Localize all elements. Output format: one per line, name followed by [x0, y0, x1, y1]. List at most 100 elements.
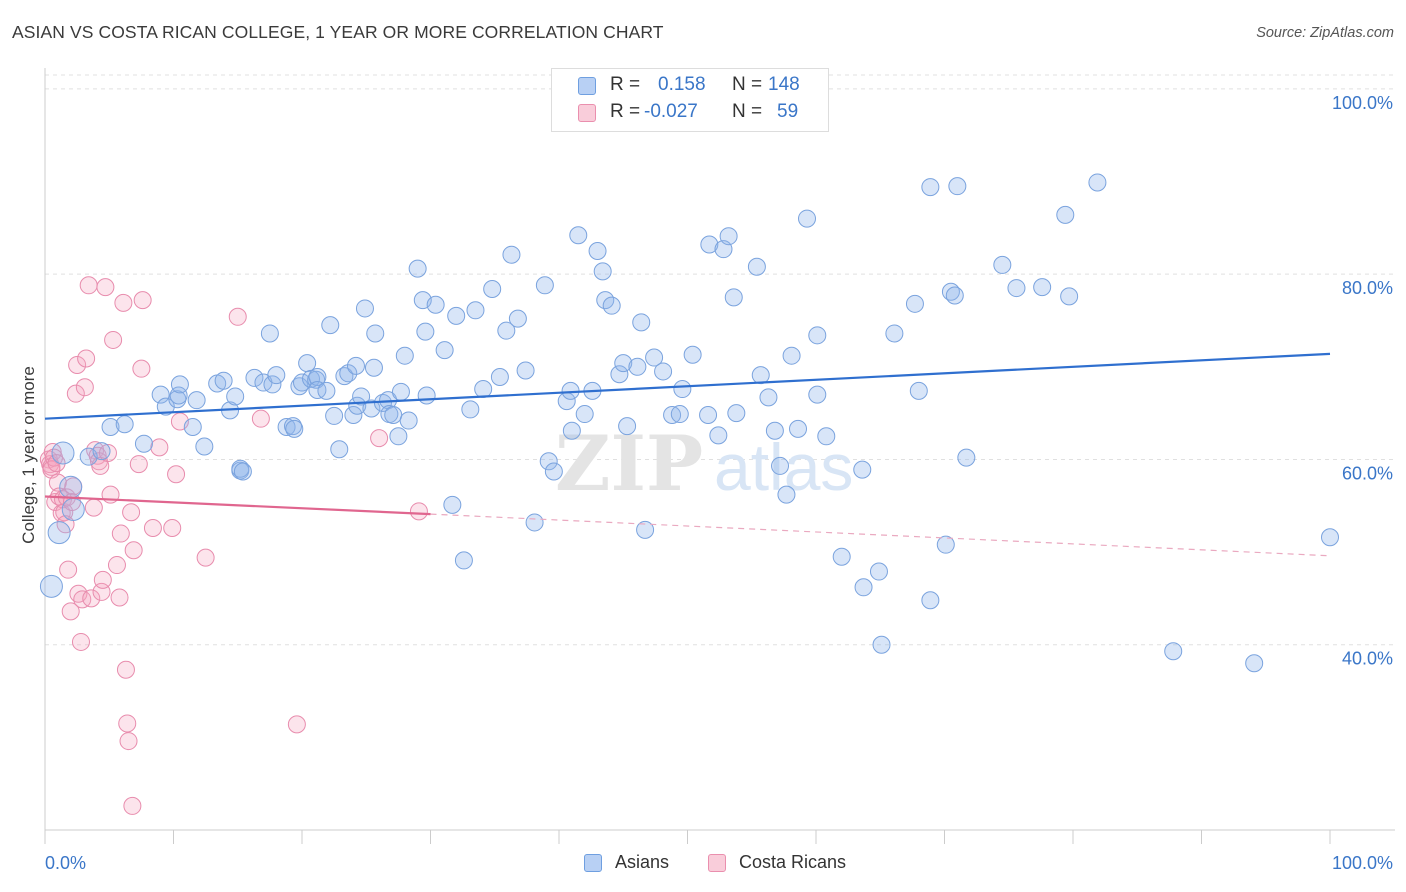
asian-point — [719, 227, 738, 246]
source-label: Source: ZipAtlas.com — [1256, 25, 1394, 41]
asian-point — [348, 396, 367, 415]
legend-r-label: R = — [610, 74, 641, 95]
legend-n-value: 59 — [777, 101, 799, 122]
legend-n-value: 148 — [768, 74, 800, 95]
costa-rican-point — [111, 524, 130, 543]
series-costa-ricans — [39, 276, 428, 815]
costa-rican-point — [47, 454, 66, 473]
asian-point — [92, 442, 111, 461]
legend-r-value: 0.158 — [658, 74, 706, 95]
asian-point — [183, 418, 202, 437]
asian-point — [115, 415, 134, 434]
asian-point — [267, 366, 286, 385]
costa-rican-point — [79, 276, 98, 295]
costa-rican-point — [71, 632, 90, 651]
asian-trend-line — [44, 352, 1331, 420]
asian-point — [747, 257, 766, 276]
asian-point — [957, 448, 976, 467]
bottom-legend-label-costa-ricans: Costa Ricans — [739, 852, 847, 872]
asian-point — [389, 427, 408, 446]
asian-point — [869, 562, 888, 581]
asian-point — [885, 324, 904, 343]
asian-point — [921, 591, 940, 610]
watermark-atlas: atlas — [714, 430, 853, 504]
asian-point — [670, 405, 689, 424]
costa-rican-trend-line — [44, 495, 431, 516]
costa-rican-point — [84, 498, 103, 517]
asian-point — [853, 460, 872, 479]
asian-point — [628, 357, 647, 376]
costa-rican-point — [287, 715, 306, 734]
asian-point — [636, 520, 655, 539]
asian-point — [260, 324, 279, 343]
asian-point — [298, 354, 317, 373]
chart-title: ASIAN VS COSTA RICAN COLLEGE, 1 YEAR OR … — [12, 22, 664, 42]
asian-point — [366, 324, 385, 343]
asian-point — [447, 306, 466, 325]
costa-rican-point — [409, 502, 428, 521]
asian-point — [765, 421, 784, 440]
asian-point — [47, 521, 71, 545]
costa-rican-point — [143, 519, 162, 537]
costa-rican-point — [61, 602, 80, 621]
asian-point — [699, 405, 718, 424]
legend-row-asians: R = 0.158 N = 148 — [552, 74, 828, 100]
asian-point — [461, 400, 480, 419]
y-tick-label: 100.0% — [1332, 93, 1393, 113]
asian-point — [921, 178, 940, 197]
asian-point — [1088, 173, 1107, 192]
costa-rican-point — [124, 541, 143, 560]
asian-point — [1033, 278, 1052, 297]
asian-point — [195, 437, 214, 456]
asian-point — [654, 362, 673, 381]
costa-rican-point — [82, 589, 101, 608]
asian-point — [1321, 528, 1339, 547]
asian-point — [384, 405, 403, 424]
asian-point — [1245, 654, 1264, 673]
asian-point — [782, 346, 801, 365]
trend-lines — [44, 352, 1331, 557]
legend: R = 0.158 N = 148 R = -0.027 N = 59 — [551, 68, 829, 132]
legend-r-value: -0.027 — [644, 101, 698, 122]
asian-point — [362, 399, 381, 418]
costa-rican-point — [107, 556, 126, 575]
asian-point — [170, 375, 189, 394]
costa-rican-point — [75, 378, 94, 397]
asian-point — [614, 354, 633, 373]
asian-point — [321, 316, 340, 335]
asian-point — [391, 382, 410, 401]
asian-point — [59, 475, 83, 499]
costa-rican-point — [251, 409, 270, 428]
asian-point — [308, 368, 327, 386]
asian-point — [663, 405, 682, 424]
asian-point — [759, 388, 778, 407]
series-asians — [39, 173, 1339, 673]
costa-rican-point — [68, 355, 87, 374]
asian-point — [231, 459, 250, 478]
costa-rican-point — [110, 588, 129, 607]
costa-rican-point — [119, 732, 138, 751]
costa-rican-point — [163, 519, 182, 537]
asian-point — [789, 419, 808, 438]
asian-point — [364, 358, 383, 377]
asian-point — [101, 418, 120, 437]
y-tick-label: 60.0% — [1342, 463, 1393, 483]
asian-point — [645, 348, 664, 367]
asian-point — [525, 513, 544, 532]
asian-point — [344, 405, 363, 424]
asian-point — [751, 366, 770, 385]
asian-point — [508, 309, 527, 328]
asian-point — [416, 322, 435, 341]
asian-point — [483, 279, 502, 298]
costa-rican-point — [133, 291, 152, 310]
legend-r-label: R = — [610, 101, 641, 122]
asian-point — [263, 375, 282, 394]
asian-point — [233, 462, 252, 481]
asian-point — [51, 441, 75, 465]
asian-point — [618, 417, 637, 436]
asian-point — [426, 295, 445, 314]
costa-rican-point — [43, 443, 62, 462]
asian-point — [395, 346, 414, 365]
asian-point — [993, 255, 1012, 274]
costa-rican-point — [196, 548, 215, 567]
